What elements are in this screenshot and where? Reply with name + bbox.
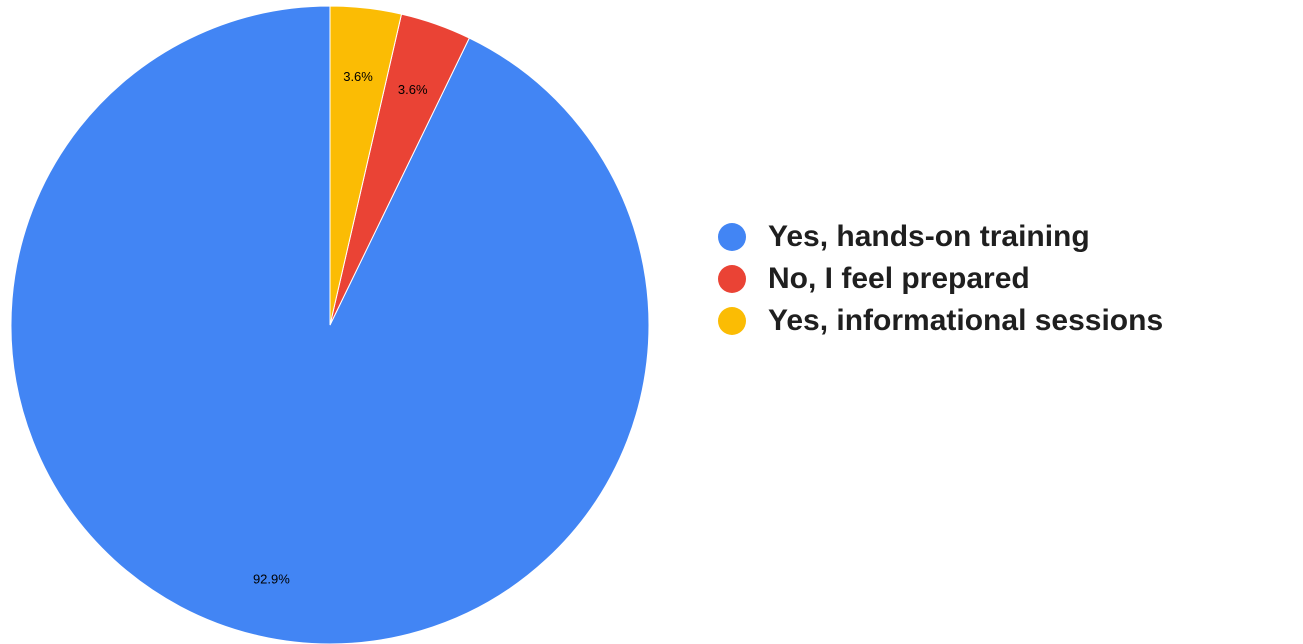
- legend-item-yes-informational-sessions[interactable]: Yes, informational sessions: [718, 300, 1163, 342]
- legend-item-yes-hands-on-training[interactable]: Yes, hands-on training: [718, 216, 1163, 258]
- pie-slice-yes-informational-sessions[interactable]: [329, 5, 403, 326]
- slice-label-no-i-feel-prepared: 3.6%: [398, 82, 428, 97]
- slice-label-yes-hands-on-training: 92.9%: [253, 571, 290, 586]
- legend-label: No, I feel prepared: [768, 262, 1030, 295]
- legend-marker-yes-informational-sessions: [718, 307, 746, 335]
- pie-chart-plot: 92.9% 3.6% 3.6%: [10, 5, 650, 644]
- chart-legend: Yes, hands-on training No, I feel prepar…: [718, 216, 1163, 342]
- legend-label: Yes, hands-on training: [768, 220, 1090, 253]
- legend-marker-yes-hands-on-training: [718, 223, 746, 251]
- legend-marker-no-i-feel-prepared: [718, 265, 746, 293]
- legend-item-no-i-feel-prepared[interactable]: No, I feel prepared: [718, 258, 1163, 300]
- slice-label-yes-informational-sessions: 3.6%: [343, 69, 373, 84]
- legend-label: Yes, informational sessions: [768, 304, 1164, 337]
